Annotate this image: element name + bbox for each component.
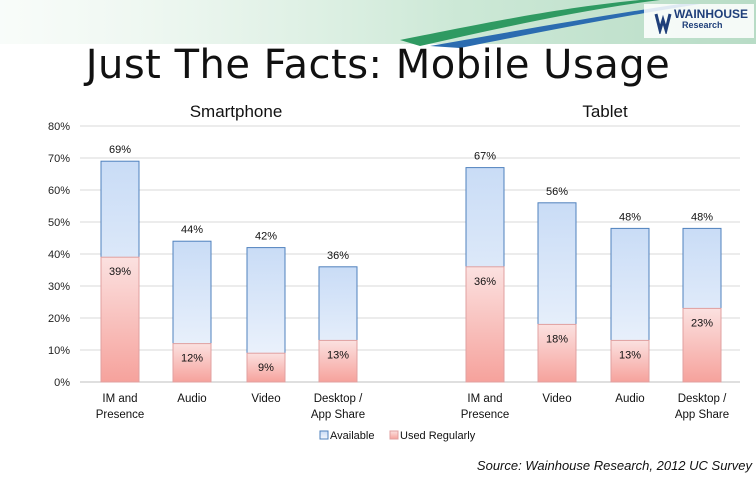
bar-used (610, 339, 650, 383)
y-tick-label: 10% (48, 345, 70, 357)
source-note: Source: Wainhouse Research, 2012 UC Surv… (476, 458, 752, 473)
x-category-label: IM and (102, 393, 137, 405)
data-label-available: 44% (181, 224, 203, 236)
x-category-label: Presence (461, 409, 510, 421)
data-label-available: 42% (255, 231, 277, 243)
wainhouse-logo (648, 6, 750, 36)
y-tick-label: 60% (48, 185, 70, 197)
bar-used (246, 352, 286, 383)
chart-title-1: Tablet (582, 102, 628, 121)
banner-swoosh-green (400, 0, 660, 46)
y-tick-label: 80% (48, 121, 70, 133)
x-category-label: Audio (177, 393, 206, 405)
data-label-available: 56% (546, 186, 568, 198)
data-label-available: 48% (619, 211, 641, 223)
y-tick-label: 50% (48, 217, 70, 229)
data-label-used: 9% (258, 362, 274, 374)
x-category-label: Video (251, 393, 280, 405)
bar-used (100, 256, 140, 383)
x-category-label: App Share (311, 409, 365, 421)
data-label-used: 39% (109, 266, 131, 278)
x-category-label: Presence (96, 409, 145, 421)
y-tick-label: 30% (48, 281, 70, 293)
logo-mark-icon (654, 13, 672, 34)
y-tick-label: 20% (48, 313, 70, 325)
data-label-used: 13% (327, 349, 349, 361)
data-label-used: 36% (474, 276, 496, 288)
x-category-label: Desktop / (314, 393, 363, 405)
x-category-label: Desktop / (678, 393, 727, 405)
data-label-available: 69% (109, 144, 131, 156)
data-label-used: 23% (691, 317, 713, 329)
y-tick-label: 40% (48, 249, 70, 261)
legend-swatch-1 (389, 430, 399, 440)
data-label-used: 18% (546, 333, 568, 345)
top-banner (0, 0, 756, 48)
mobile-usage-chart: 0% 10% 20% 30% 40% 50% 60% 70% 80% Smartphone 69% 3… (48, 102, 740, 442)
legend-label-0: Available (330, 430, 374, 442)
data-label-used: 12% (181, 353, 203, 365)
legend-swatch-0 (319, 430, 329, 440)
x-category-label: App Share (675, 409, 729, 421)
chart-title-0: Smartphone (190, 102, 283, 121)
bar-used (172, 343, 212, 383)
logo-text: WAINHOUSE Research (674, 7, 749, 30)
x-category-label: IM and (467, 393, 502, 405)
bar-used (537, 323, 577, 383)
bar-used (318, 339, 358, 383)
data-label-available: 67% (474, 151, 496, 163)
data-label-available: 48% (691, 211, 713, 223)
data-label-available: 36% (327, 250, 349, 262)
bar-used (465, 266, 505, 383)
bar-used (682, 307, 722, 383)
x-category-label: Video (542, 393, 571, 405)
y-tick-label: 70% (48, 153, 70, 165)
legend-label-1: Used Regularly (400, 430, 476, 442)
x-category-label: Audio (615, 393, 644, 405)
data-label-used: 13% (619, 349, 641, 361)
slide-title: Just The Facts: Mobile Usage (85, 42, 671, 88)
banner-swoosh-blue (430, 4, 700, 48)
y-tick-label: 0% (54, 377, 70, 389)
